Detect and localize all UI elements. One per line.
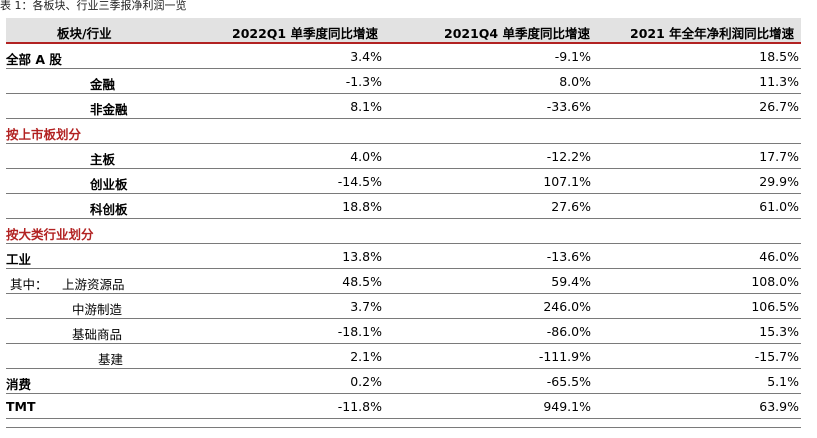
- table-row: TMT -11.8% 949.1% 63.9%: [6, 394, 801, 419]
- table-row: 其中： 上游资源品 48.5% 59.4% 108.0%: [6, 269, 801, 294]
- header-2021q4: 2021Q4 单季度同比增速: [444, 26, 590, 41]
- table-row: 主板 4.0% -12.2% 17.7%: [6, 144, 801, 169]
- table-header: 板块/行业 2022Q1 单季度同比增速 2021Q4 单季度同比增速 2021…: [6, 18, 801, 44]
- row-label: 基础商品: [72, 327, 123, 342]
- row-label: 基建: [98, 352, 124, 367]
- table-row: 消费 0.2% -65.5% 5.1%: [6, 369, 801, 394]
- row-value-2022q1: 4.0%: [350, 149, 382, 164]
- row-value-2022q1: 18.8%: [342, 199, 382, 214]
- row-prefix: 其中：: [10, 277, 48, 292]
- row-value-2021q4: -13.6%: [546, 249, 591, 264]
- row-label: 全部 A 股: [6, 52, 62, 67]
- table-bottom-rule: [6, 427, 801, 428]
- row-value-2022q1: -14.5%: [337, 174, 382, 189]
- row-value-2021: 108.0%: [751, 274, 799, 289]
- row-label: 创业板: [90, 177, 128, 192]
- table-row: 中游制造 3.7% 246.0% 106.5%: [6, 294, 801, 319]
- row-value-2022q1: -1.3%: [345, 74, 382, 89]
- row-value-2021q4: 949.1%: [543, 399, 591, 414]
- row-label: TMT: [6, 399, 36, 414]
- row-label: 工业: [6, 252, 32, 267]
- section-label: 按上市板划分: [6, 127, 82, 142]
- row-value-2021: 61.0%: [759, 199, 799, 214]
- row-value-2021: 29.9%: [759, 174, 799, 189]
- row-value-2021q4: 27.6%: [551, 199, 591, 214]
- section-row: 按上市板划分: [6, 119, 801, 144]
- row-value-2022q1: 8.1%: [350, 99, 382, 114]
- header-sector: 板块/行业: [57, 26, 112, 41]
- row-value-2021q4: 59.4%: [551, 274, 591, 289]
- row-value-2021: 5.1%: [767, 374, 799, 389]
- row-value-2021q4: 107.1%: [543, 174, 591, 189]
- row-value-2021: 106.5%: [751, 299, 799, 314]
- row-label: 上游资源品: [62, 277, 125, 292]
- table-row: 非金融 8.1% -33.6% 26.7%: [6, 94, 801, 119]
- table-row: 科创板 18.8% 27.6% 61.0%: [6, 194, 801, 219]
- table-row: 基础商品 -18.1% -86.0% 15.3%: [6, 319, 801, 344]
- row-value-2021q4: -12.2%: [546, 149, 591, 164]
- section-row: 按大类行业划分: [6, 219, 801, 244]
- row-value-2021q4: -111.9%: [538, 349, 591, 364]
- table-row: 创业板 -14.5% 107.1% 29.9%: [6, 169, 801, 194]
- row-value-2022q1: 48.5%: [342, 274, 382, 289]
- row-value-2021: 11.3%: [759, 74, 799, 89]
- row-value-2021: 46.0%: [759, 249, 799, 264]
- table-row: 全部 A 股 3.4% -9.1% 18.5%: [6, 44, 801, 69]
- profit-table: 板块/行业 2022Q1 单季度同比增速 2021Q4 单季度同比增速 2021…: [6, 18, 801, 419]
- row-label: 金融: [90, 77, 116, 92]
- row-value-2022q1: 13.8%: [342, 249, 382, 264]
- table-row: 金融 -1.3% 8.0% 11.3%: [6, 69, 801, 94]
- row-value-2022q1: -18.1%: [337, 324, 382, 339]
- row-value-2021q4: 8.0%: [559, 74, 591, 89]
- table-row: 工业 13.8% -13.6% 46.0%: [6, 244, 801, 269]
- row-value-2022q1: 3.4%: [350, 49, 382, 64]
- header-2021-full-year: 2021 年全年净利润同比增速: [630, 26, 795, 41]
- row-value-2021: -15.7%: [754, 349, 799, 364]
- section-label: 按大类行业划分: [6, 227, 94, 242]
- row-value-2021q4: -9.1%: [554, 49, 591, 64]
- row-label: 消费: [6, 377, 32, 392]
- table-row: 基建 2.1% -111.9% -15.7%: [6, 344, 801, 369]
- row-label: 主板: [90, 152, 116, 167]
- row-value-2021q4: -33.6%: [546, 99, 591, 114]
- row-value-2021q4: -65.5%: [546, 374, 591, 389]
- row-value-2022q1: 2.1%: [350, 349, 382, 364]
- table-caption: 表 1：各板块、行业三季报净利润一览: [0, 0, 187, 12]
- row-value-2021: 15.3%: [759, 324, 799, 339]
- row-label: 科创板: [90, 202, 128, 217]
- header-2022q1: 2022Q1 单季度同比增速: [232, 26, 378, 41]
- row-label: 中游制造: [72, 302, 123, 317]
- row-value-2021q4: -86.0%: [546, 324, 591, 339]
- row-value-2021: 63.9%: [759, 399, 799, 414]
- row-value-2021q4: 246.0%: [543, 299, 591, 314]
- row-label: 非金融: [90, 102, 128, 117]
- row-value-2022q1: -11.8%: [337, 399, 382, 414]
- row-value-2021: 18.5%: [759, 49, 799, 64]
- row-value-2021: 26.7%: [759, 99, 799, 114]
- row-value-2021: 17.7%: [759, 149, 799, 164]
- row-value-2022q1: 0.2%: [350, 374, 382, 389]
- row-value-2022q1: 3.7%: [350, 299, 382, 314]
